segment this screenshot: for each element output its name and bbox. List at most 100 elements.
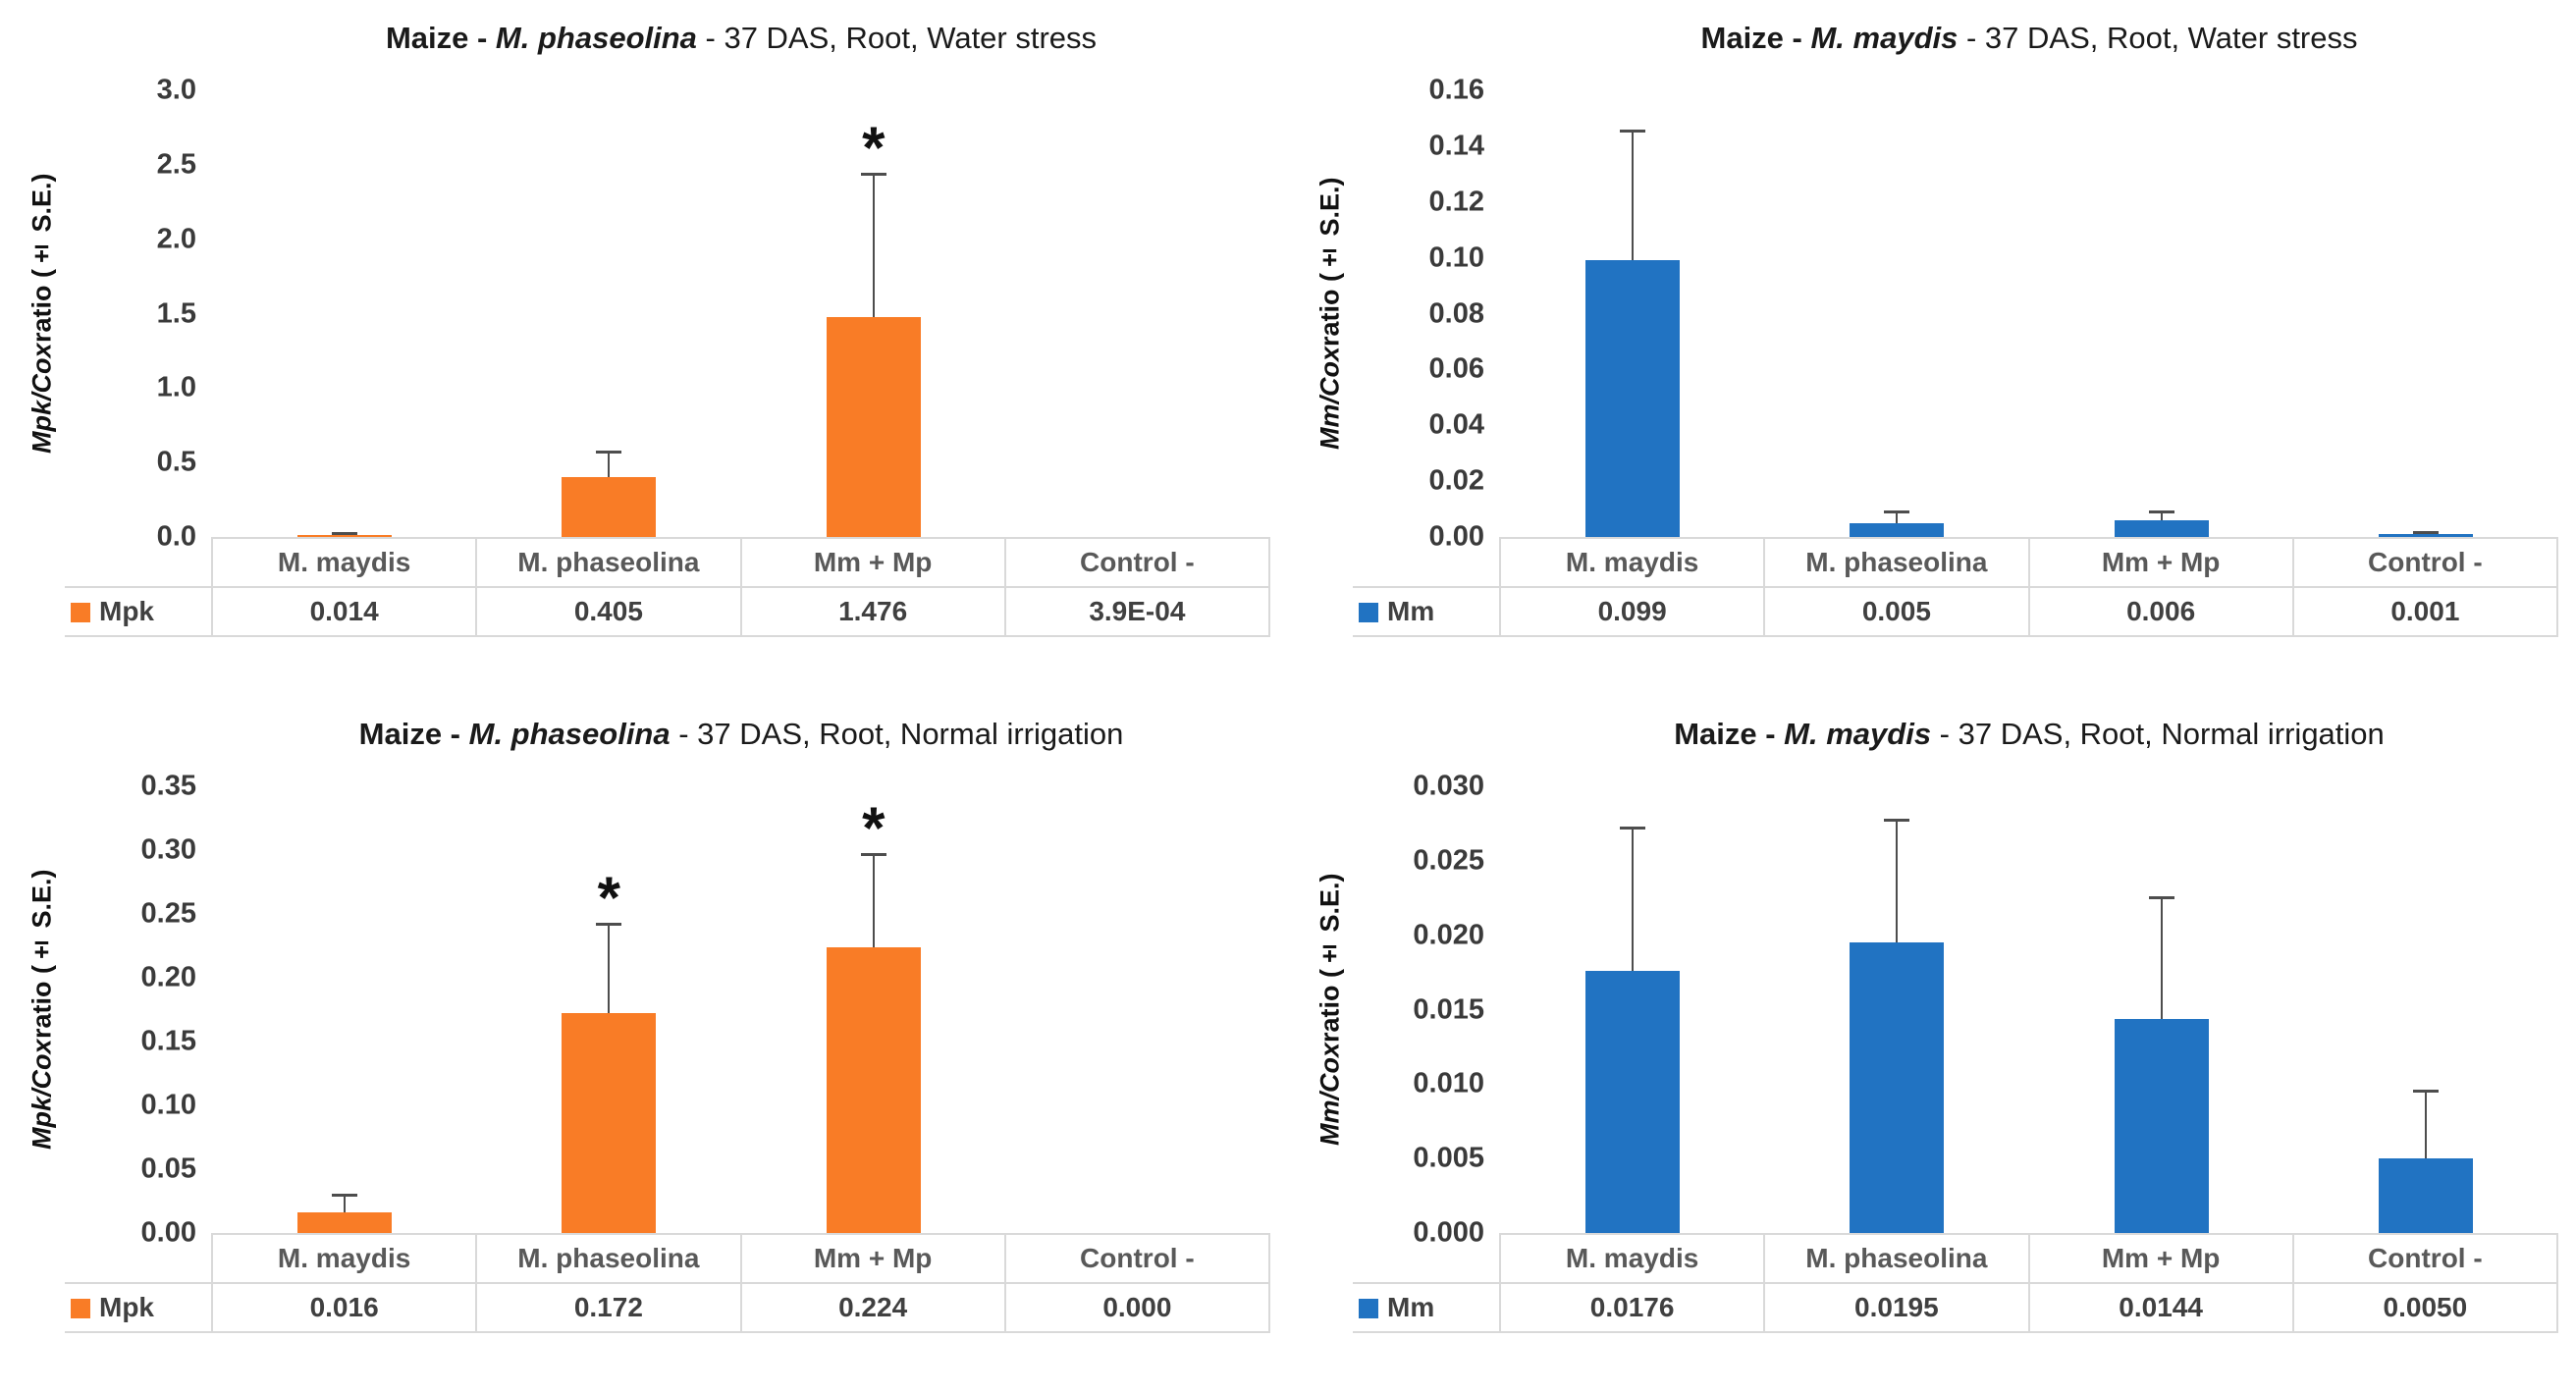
table-corner-cell — [1353, 1234, 1500, 1283]
error-bar-cap — [860, 852, 886, 856]
error-bar — [331, 532, 357, 536]
chart-title: Maize - M. maydis - 37 DAS, Root, Water … — [1500, 16, 2558, 61]
y-axis-title-italic: Mpk/Cox — [27, 1039, 57, 1151]
y-axis-title: Mpk/Cox ratio (± S.E.) — [20, 90, 65, 537]
plot-area — [1500, 786, 2558, 1233]
error-bar-cap — [331, 1193, 357, 1197]
y-tick-label: 0.000 — [1413, 1216, 1484, 1249]
error-bar — [1619, 129, 1645, 261]
series-name: Mm — [1387, 596, 1435, 626]
error-bar — [860, 173, 886, 318]
value-cell: 0.0050 — [2291, 1282, 2559, 1333]
legend-swatch — [71, 603, 90, 622]
title-species: M. phaseolina — [495, 21, 697, 55]
category-header-cell: Mm + Mp — [739, 537, 1006, 588]
error-bar — [2148, 509, 2174, 520]
value-cell: 0.405 — [475, 586, 742, 637]
category-header-cell: Control - — [1003, 537, 1271, 588]
legend-swatch — [71, 1299, 90, 1318]
chart-panel-mmaydis-water-stress: Maize - M. maydis - 37 DAS, Root, Water … — [1288, 0, 2576, 696]
chart-body: Mm/Cox ratio (± S.E.) 0.16 0.14 0.12 0.10 0.… — [1308, 75, 2559, 637]
y-tick-label: 1.5 — [156, 297, 196, 329]
value-row: Mm 0.0176 0.0195 0.0144 0.0050 — [1353, 1282, 2559, 1333]
bar-slot — [212, 786, 477, 1233]
y-tick-label: 0.025 — [1413, 844, 1484, 877]
bar-slot — [1500, 786, 1765, 1233]
plot-column: M. maydis M. phaseolina Mm + Mp Control - Mm… — [1353, 90, 2559, 637]
bar — [562, 476, 657, 537]
y-tick-label: 0.020 — [1413, 919, 1484, 951]
bar-slot: * — [741, 786, 1006, 1233]
value-row: Mm 0.099 0.005 0.006 0.001 — [1353, 586, 2559, 637]
value-cell: 1.476 — [739, 586, 1006, 637]
y-tick-label: 2.5 — [156, 148, 196, 181]
chart-body: Mpk/Cox ratio (± S.E.) 3.0 2.5 2.0 1.5 1.0 0.… — [20, 75, 1271, 637]
y-axis-title: Mm/Cox ratio (± S.E.) — [1308, 786, 1353, 1233]
bar — [2114, 1018, 2209, 1233]
title-species: M. maydis — [1784, 717, 1932, 751]
bar-slot — [212, 90, 477, 537]
plot-area — [1500, 90, 2558, 537]
category-header-cell: Mm + Mp — [739, 1233, 1006, 1284]
data-table: M. maydis M. phaseolina Mm + Mp Control - Mp… — [65, 537, 1271, 637]
error-bar-cap — [2148, 509, 2174, 513]
category-header-row: M. maydis M. phaseolina Mm + Mp Control - — [1353, 1233, 2559, 1284]
chart-panel-mphaseolina-water-stress: Maize - M. phaseolina - 37 DAS, Root, Wa… — [0, 0, 1288, 696]
bar-slot — [1500, 90, 1765, 537]
chart-panel-mphaseolina-normal-irrigation: Maize - M. phaseolina - 37 DAS, Root, No… — [0, 696, 1288, 1393]
significance-asterisk: * — [597, 865, 620, 932]
legend-swatch — [1359, 1299, 1378, 1318]
series-name: Mpk — [99, 1292, 154, 1322]
value-cell: 3.9E-04 — [1003, 586, 1271, 637]
category-header-cell: M. phaseolina — [1763, 537, 2030, 588]
title-prefix: Maize - — [385, 21, 496, 55]
error-bar-cap — [860, 173, 886, 177]
bar — [826, 317, 921, 537]
y-tick-label: 0.5 — [156, 446, 196, 478]
bar — [1584, 971, 1680, 1233]
title-suffix: - 37 DAS, Root, Normal irrigation — [670, 717, 1124, 751]
y-axis-title-rest: ratio (± S.E.) — [27, 869, 57, 1040]
legend-cell: Mpk — [65, 1282, 213, 1333]
value-cell: 0.001 — [2291, 586, 2559, 637]
error-bar — [1884, 819, 1910, 943]
bar-slot — [477, 90, 742, 537]
value-cell: 0.0195 — [1763, 1282, 2030, 1333]
value-cell: 0.172 — [475, 1282, 742, 1333]
category-header-cell: Control - — [1003, 1233, 1271, 1284]
category-header-row: M. maydis M. phaseolina Mm + Mp Control - — [1353, 537, 2559, 588]
bar — [2114, 519, 2209, 537]
y-tick-label: 0.10 — [1428, 241, 1484, 274]
bar — [296, 534, 392, 537]
value-cell: 0.014 — [210, 586, 478, 637]
value-cell: 0.224 — [739, 1282, 1006, 1333]
series-name: Mpk — [99, 596, 154, 626]
data-table: M. maydis M. phaseolina Mm + Mp Control - Mm… — [1353, 537, 2559, 637]
bar-slot — [2294, 90, 2559, 537]
plot-area: * — [212, 90, 1270, 537]
error-bar-cap — [1619, 129, 1645, 133]
error-bar-cap — [596, 923, 622, 927]
y-axis-ticks: 3.0 2.5 2.0 1.5 1.0 0.5 0.0 — [65, 75, 212, 553]
significance-asterisk: * — [862, 115, 886, 182]
category-header-cell: M. maydis — [1498, 1233, 1766, 1284]
table-corner-cell — [1353, 538, 1500, 587]
category-header-cell: Mm + Mp — [2027, 1233, 2294, 1284]
series-name: Mm — [1387, 1292, 1435, 1322]
y-tick-label: 0.25 — [140, 897, 196, 930]
error-bar-cap — [331, 532, 357, 536]
y-axis-ticks: 0.030 0.025 0.020 0.015 0.010 0.005 0.000 — [1353, 771, 1500, 1249]
bar-slot — [1765, 90, 2030, 537]
bar — [2379, 534, 2474, 537]
error-bar-cap — [1619, 826, 1645, 830]
y-tick-label: 0.00 — [140, 1216, 196, 1249]
y-tick-label: 0.35 — [140, 770, 196, 802]
value-cell: 0.006 — [2027, 586, 2294, 637]
bar — [2379, 1158, 2474, 1233]
y-tick-label: 1.0 — [156, 371, 196, 403]
plot-column: * * M. maydis M. phaseolina Mm + Mp Control … — [65, 786, 1271, 1333]
title-suffix: - 37 DAS, Root, Water stress — [1958, 21, 2358, 55]
error-bar — [1619, 826, 1645, 972]
error-bar-cap — [1884, 819, 1910, 823]
